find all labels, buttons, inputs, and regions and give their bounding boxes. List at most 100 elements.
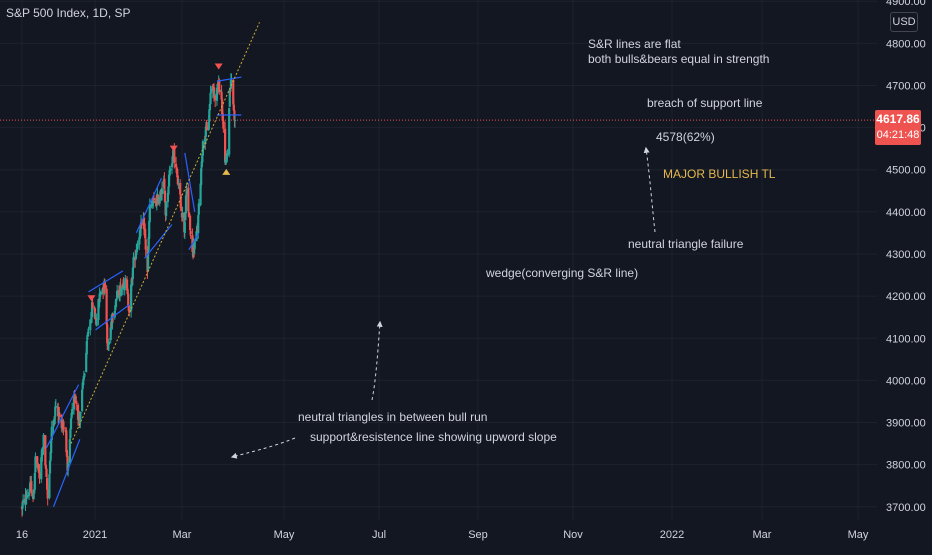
resistance-line[interactable] — [216, 76, 242, 82]
candle-body — [102, 289, 105, 291]
drawings[interactable] — [0, 22, 877, 507]
candle-body — [128, 309, 131, 313]
candle-body — [70, 413, 73, 419]
candle-body — [148, 221, 151, 239]
candle-body — [42, 434, 45, 449]
candle-body — [25, 497, 28, 499]
candles[interactable] — [20, 73, 237, 517]
candle-body — [123, 283, 126, 289]
candle-body — [45, 477, 49, 490]
candle-body — [146, 252, 150, 271]
candle-body — [61, 424, 64, 427]
candle-body — [97, 299, 100, 320]
chart-title: S&P 500 Index, 1D, SP — [6, 6, 131, 20]
x-tick-label: Mar — [173, 529, 192, 541]
candle-body — [90, 302, 94, 317]
candle-body — [48, 474, 51, 498]
support-line[interactable] — [52, 439, 81, 507]
annotation-neutral-triangles: neutral triangles in between bull run — [298, 410, 488, 424]
annotation-breach: breach of support line — [647, 96, 763, 110]
triangle-down-marker — [87, 295, 96, 302]
candle-body — [34, 456, 37, 473]
major-bullish-trendline[interactable] — [70, 22, 260, 444]
resistance-line[interactable] — [184, 152, 196, 212]
candle-body — [40, 457, 43, 480]
candle-body — [52, 420, 55, 427]
candle-body — [205, 126, 209, 131]
resistance-line[interactable] — [45, 384, 80, 449]
candle-body — [89, 319, 92, 331]
candle-body — [160, 188, 164, 195]
currency-badge[interactable]: USD — [890, 12, 918, 32]
candle-body — [132, 257, 135, 269]
candle-body — [200, 161, 203, 168]
candle-body — [151, 204, 154, 206]
candle-body — [28, 488, 31, 491]
candle-body — [56, 406, 59, 408]
candle-body — [36, 456, 39, 463]
candle-body — [26, 495, 29, 498]
candle-body — [163, 178, 166, 189]
candle-body — [76, 404, 80, 420]
candle-body — [44, 464, 48, 469]
y-tick-label: 4800.00 — [886, 38, 926, 50]
candle-body — [126, 291, 129, 295]
resistance-line[interactable] — [135, 177, 163, 234]
x-tick-label: Nov — [563, 529, 583, 541]
y-tick-label: 4300.00 — [886, 249, 926, 261]
candle-body — [74, 397, 77, 400]
candle-body — [225, 156, 228, 159]
candle-body — [54, 406, 57, 417]
resistance-line[interactable] — [88, 270, 124, 293]
triangle-up-marker — [222, 168, 231, 175]
candle-body — [170, 163, 174, 168]
candle-body — [127, 305, 130, 312]
candle-body — [103, 281, 106, 289]
candle-body — [125, 279, 129, 291]
annotation-sr-flat-1: S&R lines are flat — [588, 37, 681, 51]
candle-body — [167, 186, 170, 195]
candle-body — [93, 308, 97, 319]
candle-body — [68, 439, 71, 463]
candle-body — [138, 236, 141, 238]
candle-body — [204, 138, 207, 144]
candle-body — [130, 284, 133, 312]
candle-body — [219, 90, 223, 92]
candle-body — [86, 337, 89, 340]
candle-body — [184, 195, 188, 214]
candle-body — [49, 451, 52, 462]
candle-body — [110, 321, 113, 327]
annotation-major-tl: MAJOR BULLISH TL — [663, 167, 776, 181]
candle-body — [106, 324, 109, 344]
support-line[interactable] — [188, 232, 200, 251]
candle-body — [62, 426, 65, 429]
candle-body — [163, 190, 167, 203]
candle-body — [24, 496, 28, 498]
candle-body — [44, 435, 47, 466]
candle-body — [180, 208, 183, 212]
candle-body — [181, 213, 184, 218]
candle-body — [169, 168, 172, 171]
candle-body — [60, 415, 63, 429]
current-price-tag: 4617.86 04:21:48 — [875, 110, 921, 145]
candle-body — [124, 278, 127, 284]
candle-body — [27, 492, 31, 497]
candle-body — [54, 406, 57, 408]
support-line[interactable] — [144, 224, 173, 259]
support-line[interactable] — [95, 304, 130, 331]
candle-body — [229, 79, 233, 89]
candle-body — [172, 149, 175, 158]
candle-body — [109, 327, 112, 341]
x-tick-label: May — [274, 529, 295, 541]
y-tick-label: 4000.00 — [886, 375, 926, 387]
candle-body — [171, 156, 174, 164]
candle-body — [115, 298, 118, 301]
candle-body — [57, 407, 60, 417]
candle-body — [189, 231, 192, 234]
candle-body — [158, 196, 161, 204]
candle-body — [79, 411, 82, 421]
candle-body — [71, 408, 74, 415]
candle-body — [81, 382, 84, 390]
